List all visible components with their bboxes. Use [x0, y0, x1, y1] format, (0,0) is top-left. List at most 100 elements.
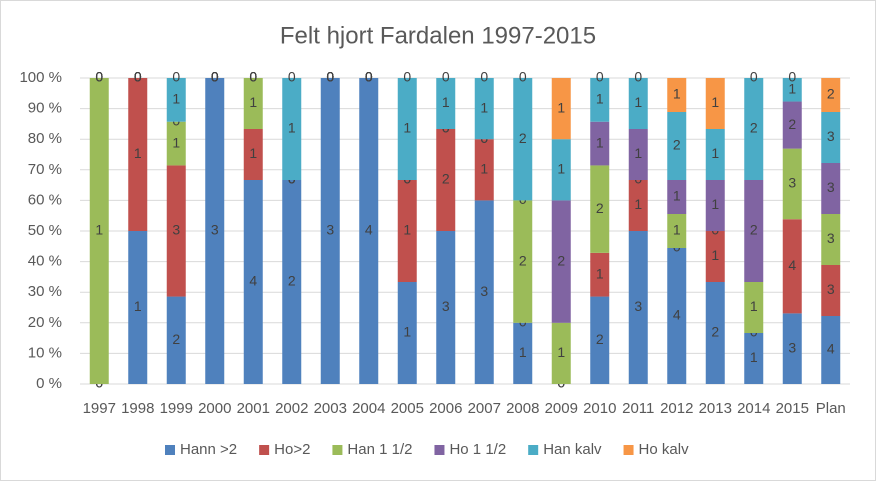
bar-segment [397, 180, 417, 282]
data-label: 0 [211, 69, 219, 85]
data-label: 1 [134, 298, 142, 314]
bar-segment [397, 78, 417, 180]
data-label: 1 [557, 161, 565, 177]
data-label: 3 [827, 230, 835, 246]
data-label: 2 [750, 120, 758, 136]
legend-label: Han kalv [543, 441, 602, 458]
data-label: 2 [442, 171, 450, 187]
legend-label: Hann >2 [180, 441, 237, 458]
bar-segment [436, 129, 456, 231]
legend-swatch [259, 445, 270, 455]
data-label: 1 [95, 222, 103, 238]
legend-swatch [623, 445, 634, 455]
bar-segment [551, 78, 571, 140]
legend-swatch [332, 445, 343, 455]
legend-swatch [434, 445, 445, 455]
data-label: 0 [788, 69, 796, 85]
data-label: 0 [172, 69, 180, 85]
bar-segment [590, 78, 610, 122]
data-label: 1 [634, 94, 642, 110]
data-label: 3 [827, 179, 835, 195]
bar-segment [243, 78, 263, 129]
data-label: 3 [634, 298, 642, 314]
data-label: 0 [326, 69, 334, 85]
x-tick-label: 2005 [391, 400, 424, 417]
data-label: 1 [442, 94, 450, 110]
data-label: 3 [480, 283, 488, 299]
bar-segment [628, 78, 648, 129]
data-label: 1 [750, 349, 758, 365]
chart-title: Felt hjort Fardalen 1997-2015 [280, 22, 596, 49]
data-label: 0 [134, 69, 142, 85]
data-label: 0 [326, 69, 334, 85]
data-label: 2 [788, 116, 796, 132]
data-label: 1 [596, 265, 604, 281]
data-label: 1 [519, 344, 527, 360]
y-tick-label: 30 % [28, 283, 62, 300]
data-label: 2 [750, 222, 758, 238]
bar-segment [359, 78, 379, 384]
data-label: 4 [365, 222, 373, 238]
data-label: 2 [596, 200, 604, 216]
bar-segment [667, 112, 687, 180]
data-label: 1 [480, 99, 488, 115]
x-tick-label: 2000 [198, 400, 231, 417]
data-label: 0 [211, 69, 219, 85]
data-label: 1 [750, 298, 758, 314]
bar-segment [782, 219, 802, 314]
data-label: 0 [134, 69, 142, 85]
data-label: 1 [673, 188, 681, 204]
data-label: 2 [673, 137, 681, 153]
data-label: 1 [249, 94, 257, 110]
data-label: 0 [442, 69, 450, 85]
data-label: 3 [326, 222, 334, 238]
data-label: 0 [211, 69, 219, 85]
bar-segment [397, 282, 417, 384]
legend-swatch [165, 445, 175, 455]
data-label: 1 [596, 134, 604, 150]
data-label: 0 [95, 69, 103, 85]
data-label: 1 [673, 222, 681, 238]
data-label: 3 [172, 222, 180, 238]
legend-label: Ho>2 [274, 441, 310, 458]
bar-segment [782, 78, 802, 102]
x-tick-label: 2003 [314, 400, 347, 417]
data-label: 0 [249, 69, 257, 85]
data-label: 1 [403, 222, 411, 238]
data-label: 1 [172, 134, 180, 150]
data-label: 1 [634, 145, 642, 161]
data-label: 3 [788, 339, 796, 355]
data-label: 1 [288, 120, 296, 136]
data-label: 4 [827, 341, 835, 357]
y-tick-label: 60 % [28, 191, 62, 208]
data-label: 0 [519, 69, 527, 85]
data-label: 0 [480, 69, 488, 85]
bar-segment [436, 78, 456, 129]
bar-segment [474, 78, 494, 140]
bar-segment [166, 78, 186, 122]
data-label: 3 [827, 128, 835, 144]
data-label: 1 [788, 80, 796, 96]
y-tick-label: 50 % [28, 222, 62, 239]
bar-segment [243, 180, 263, 384]
data-label: 1 [596, 91, 604, 107]
bar-segment [436, 231, 456, 384]
bar-segment [667, 78, 687, 112]
data-label: 0 [365, 69, 373, 85]
data-label: 0 [750, 69, 758, 85]
bar-segment [705, 282, 725, 384]
bar-segment [628, 129, 648, 180]
bar-segment [166, 121, 186, 166]
data-label: 1 [711, 247, 719, 263]
x-tick-label: 2004 [352, 400, 385, 417]
data-label: 0 [326, 69, 334, 85]
data-label: 0 [326, 69, 334, 85]
data-label: 2 [288, 273, 296, 289]
x-tick-label: 1998 [121, 400, 154, 417]
bar-segment [243, 129, 263, 180]
data-label: 1 [403, 324, 411, 340]
data-label: 0 [634, 69, 642, 85]
data-label: 1 [711, 196, 719, 212]
y-tick-label: 70 % [28, 161, 62, 178]
bar-segment [628, 231, 648, 384]
